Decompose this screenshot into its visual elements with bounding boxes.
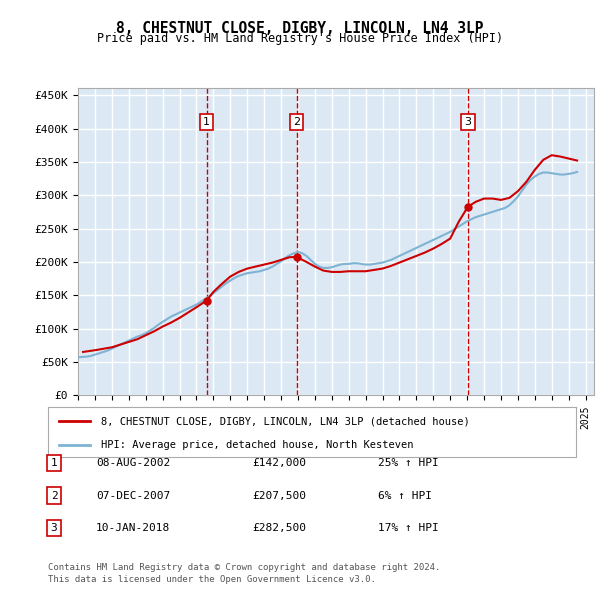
Text: 17% ↑ HPI: 17% ↑ HPI [378, 523, 439, 533]
Text: 10-JAN-2018: 10-JAN-2018 [96, 523, 170, 533]
Text: 8, CHESTNUT CLOSE, DIGBY, LINCOLN, LN4 3LP: 8, CHESTNUT CLOSE, DIGBY, LINCOLN, LN4 3… [116, 21, 484, 35]
Text: 3: 3 [464, 117, 471, 127]
Text: £142,000: £142,000 [252, 458, 306, 468]
Text: Contains HM Land Registry data © Crown copyright and database right 2024.: Contains HM Land Registry data © Crown c… [48, 563, 440, 572]
Text: £207,500: £207,500 [252, 491, 306, 500]
Text: 2: 2 [293, 117, 300, 127]
Text: 1: 1 [203, 117, 210, 127]
Text: 07-DEC-2007: 07-DEC-2007 [96, 491, 170, 500]
Text: 2: 2 [50, 491, 58, 500]
Text: 8, CHESTNUT CLOSE, DIGBY, LINCOLN, LN4 3LP (detached house): 8, CHESTNUT CLOSE, DIGBY, LINCOLN, LN4 3… [101, 416, 470, 426]
Text: 25% ↑ HPI: 25% ↑ HPI [378, 458, 439, 468]
Text: 6% ↑ HPI: 6% ↑ HPI [378, 491, 432, 500]
Text: 1: 1 [50, 458, 58, 468]
Text: 08-AUG-2002: 08-AUG-2002 [96, 458, 170, 468]
Text: £282,500: £282,500 [252, 523, 306, 533]
Text: HPI: Average price, detached house, North Kesteven: HPI: Average price, detached house, Nort… [101, 440, 413, 450]
Text: This data is licensed under the Open Government Licence v3.0.: This data is licensed under the Open Gov… [48, 575, 376, 584]
Text: Price paid vs. HM Land Registry's House Price Index (HPI): Price paid vs. HM Land Registry's House … [97, 32, 503, 45]
Text: 3: 3 [50, 523, 58, 533]
